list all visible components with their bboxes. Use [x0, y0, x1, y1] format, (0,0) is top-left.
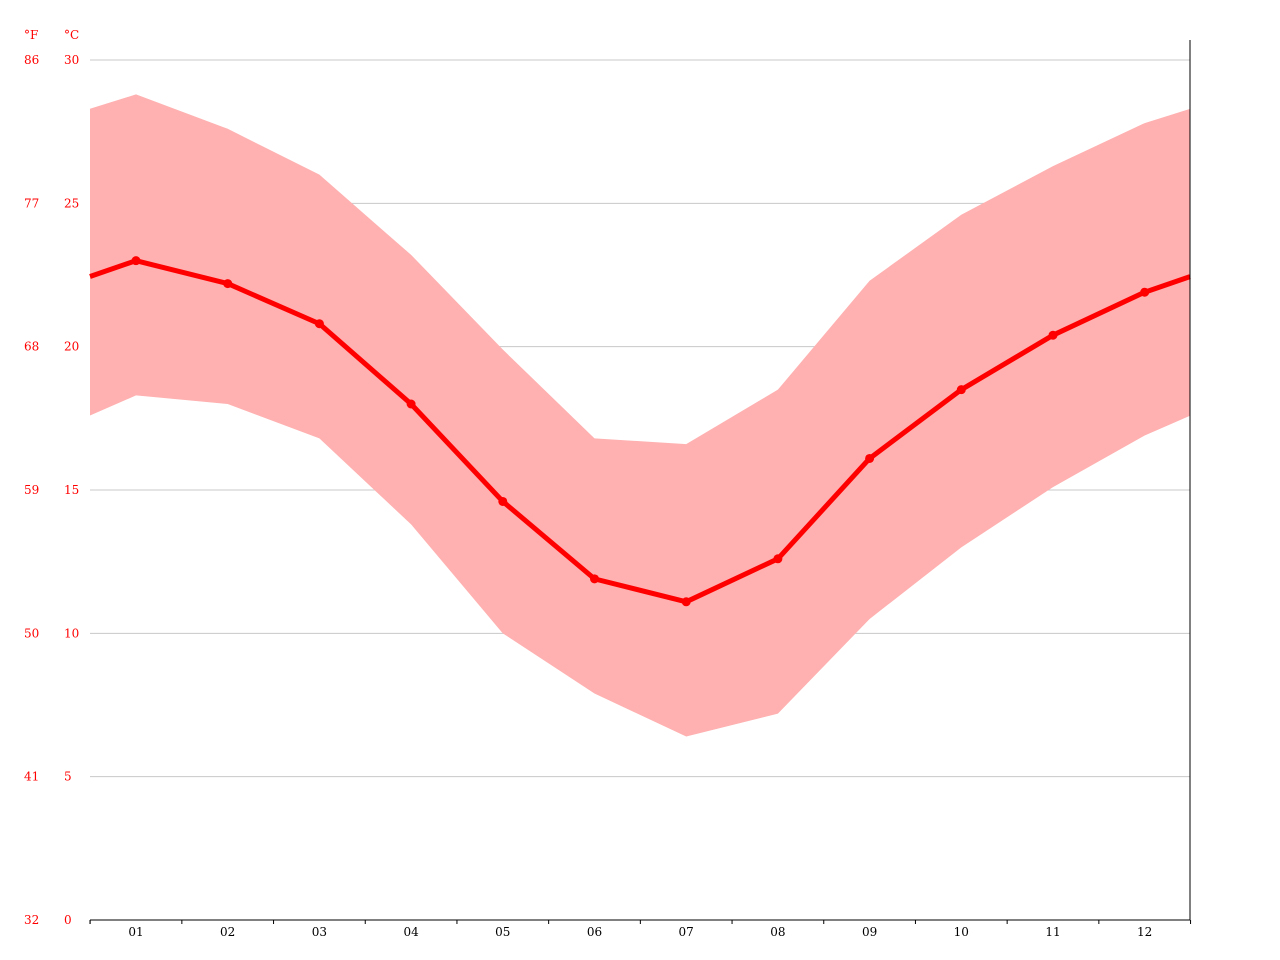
x-tick-label: 05 [495, 925, 510, 939]
mean-temperature-point [498, 496, 508, 506]
x-tick-label: 04 [403, 925, 419, 939]
mean-line-layer [89, 256, 1191, 607]
range-band-layer [90, 94, 1190, 737]
x-tick-label: 12 [1137, 925, 1152, 939]
mean-temperature-point [131, 256, 141, 266]
y-tick-label-celsius: 20 [64, 340, 79, 354]
y-tick-label-fahrenheit: 68 [24, 340, 39, 354]
mean-temperature-point [314, 319, 324, 329]
y-tick-label-celsius: 5 [64, 770, 72, 784]
y-tick-label-celsius: 15 [64, 483, 79, 497]
mean-temperature-point [406, 399, 416, 409]
mean-temperature-line [89, 258, 1191, 605]
temperature-range-band [90, 94, 1190, 737]
y-tick-label-fahrenheit: 50 [24, 626, 39, 640]
y-tick-label-celsius: 10 [64, 626, 79, 640]
x-tick-label: 02 [220, 925, 235, 939]
mean-temperature-point [223, 279, 233, 289]
mean-temperature-point [590, 574, 599, 584]
unit-label-celsius: °C [64, 28, 79, 42]
x-tick-label: 10 [954, 925, 969, 939]
mean-temperature-point [865, 453, 875, 463]
x-tick-label: 06 [587, 925, 602, 939]
x-tick-label: 09 [862, 925, 877, 939]
x-tick-label: 01 [128, 925, 143, 939]
y-tick-label-fahrenheit: 59 [24, 483, 39, 497]
x-tick-label: 11 [1045, 925, 1060, 939]
mean-temperature-point [773, 554, 783, 564]
label-layer: °F °C 0 32 5 41 10 50 15 59 20 68 25 77 30 86 01 02 03 04… [24, 28, 1152, 939]
mean-temperature-point [681, 597, 691, 607]
y-tick-label-celsius: 25 [64, 196, 79, 210]
y-tick-label-fahrenheit: 86 [24, 53, 39, 67]
x-tick-label: 08 [770, 925, 785, 939]
y-tick-label-celsius: 0 [64, 913, 72, 927]
mean-temperature-point [1048, 330, 1058, 340]
y-tick-label-fahrenheit: 41 [24, 770, 39, 784]
unit-label-fahrenheit: °F [24, 28, 38, 42]
y-tick-label-celsius: 30 [64, 53, 79, 67]
x-tick-label: 07 [679, 925, 694, 939]
x-tick-label: 03 [312, 925, 327, 939]
y-tick-label-fahrenheit: 32 [24, 913, 39, 927]
y-tick-label-fahrenheit: 77 [24, 196, 39, 210]
mean-temperature-point [1140, 287, 1150, 297]
mean-temperature-point [956, 385, 966, 395]
axis-layer [89, 40, 1192, 924]
